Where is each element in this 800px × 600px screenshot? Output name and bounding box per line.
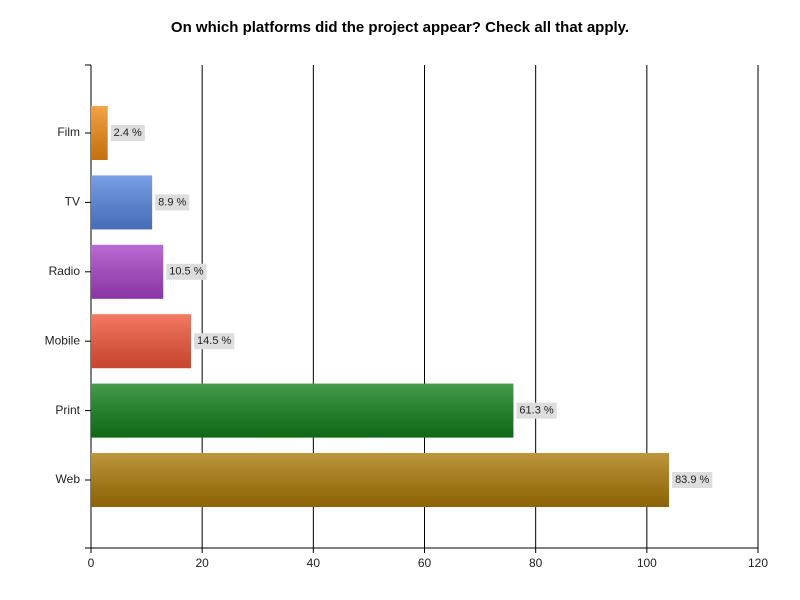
x-tick-label: 0 <box>88 556 95 570</box>
y-tick-label: TV <box>65 195 80 209</box>
bar-shade <box>91 244 164 299</box>
value-label-bg <box>516 402 557 419</box>
value-label: 2.4 % <box>114 127 142 139</box>
x-tick-label: 80 <box>529 556 543 570</box>
value-label-bg <box>166 263 207 280</box>
value-label-bg <box>194 333 235 350</box>
value-label-bg <box>110 125 145 141</box>
chart-title: On which platforms did the project appea… <box>171 19 629 36</box>
bar-shade <box>91 314 192 369</box>
x-tick-label: 20 <box>195 556 209 570</box>
bar-shade <box>91 175 153 230</box>
value-label-bg <box>672 472 713 488</box>
y-tick-label: Mobile <box>45 333 81 347</box>
y-tick-label: Radio <box>49 264 81 278</box>
value-label: 14.5 % <box>197 335 231 347</box>
y-tick-label: Film <box>57 125 80 139</box>
value-label: 10.5 % <box>169 266 203 278</box>
x-tick-label: 60 <box>418 556 432 570</box>
x-tick-label: 100 <box>637 556 657 570</box>
bar-shade <box>91 383 514 438</box>
y-tick-label: Print <box>55 403 80 417</box>
x-tick-label: 40 <box>307 556 321 570</box>
value-label-bg <box>155 194 190 211</box>
y-tick-label: Web <box>56 472 81 486</box>
bar-shade <box>91 453 670 507</box>
bar-shade <box>91 106 108 160</box>
value-label: 8.9 % <box>158 196 186 208</box>
x-tick-label: 120 <box>748 556 768 570</box>
value-label: 61.3 % <box>519 405 553 417</box>
value-label: 83.9 % <box>675 474 709 486</box>
